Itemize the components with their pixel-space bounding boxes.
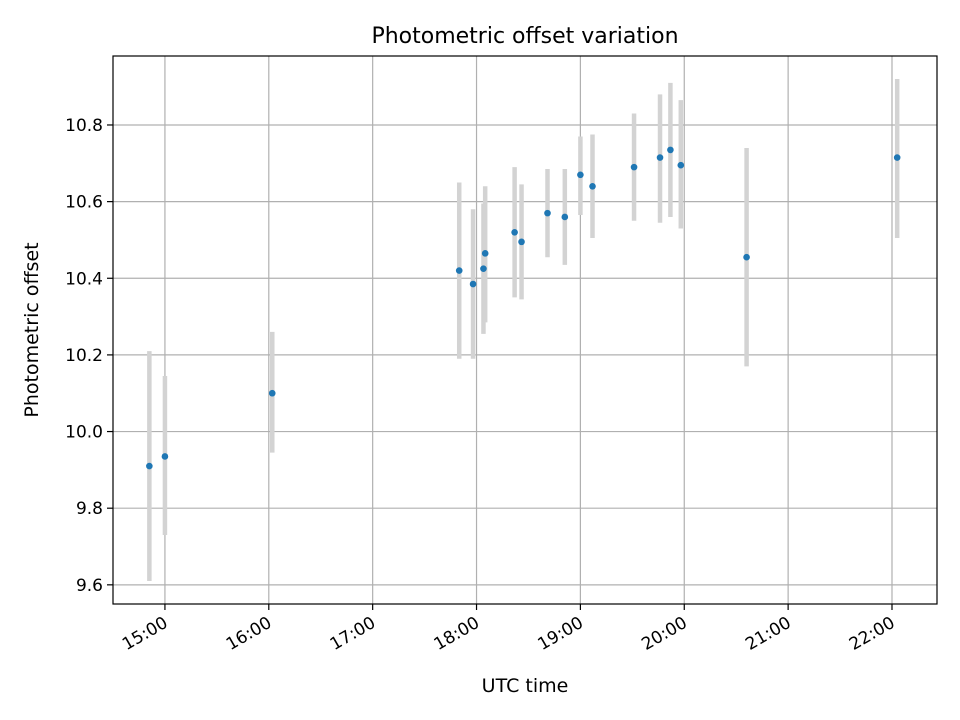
x-axis-label: UTC time [482, 675, 569, 697]
data-point [667, 146, 674, 154]
data-point [656, 154, 664, 161]
data-point [146, 462, 153, 470]
data-point [161, 453, 169, 460]
y-tick-label: 10.8 [65, 116, 103, 136]
data-point [544, 209, 551, 217]
data-point [480, 265, 487, 272]
chart-title: Photometric offset variation [371, 24, 678, 49]
data-point [455, 267, 463, 274]
data-point [481, 250, 489, 257]
y-tick-label: 10.0 [65, 423, 103, 443]
data-point [893, 154, 901, 161]
data-point [511, 228, 518, 236]
data-point [469, 280, 477, 288]
data-point [677, 161, 685, 169]
plot-frame [112, 55, 938, 605]
y-tick-label: 10.4 [65, 269, 103, 289]
y-axis-label: Photometric offset [21, 242, 43, 417]
y-tick-label: 9.6 [76, 576, 103, 596]
data-point [589, 182, 596, 190]
y-tick-label: 10.2 [65, 346, 103, 366]
data-point [268, 389, 276, 397]
data-point [630, 163, 638, 171]
data-point [577, 171, 584, 179]
data-point [561, 213, 569, 221]
data-point [518, 238, 525, 246]
data-point [743, 253, 750, 261]
y-tick-label: 10.6 [65, 193, 103, 213]
y-tick-label: 9.8 [76, 499, 103, 519]
data-points [146, 146, 901, 470]
grid-lines [113, 56, 937, 604]
